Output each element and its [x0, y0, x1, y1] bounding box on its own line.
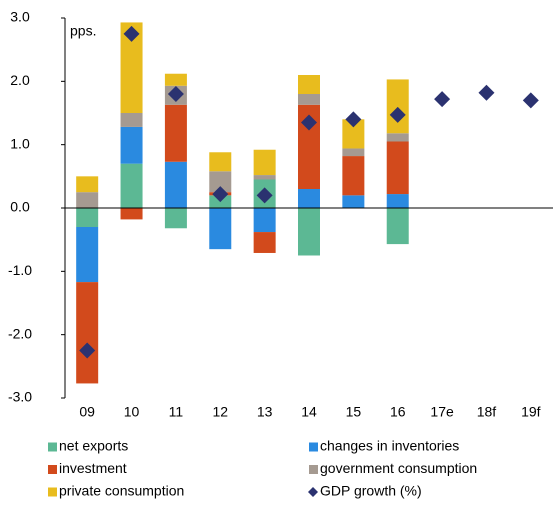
bar-segment	[120, 126, 143, 164]
legend-swatch	[309, 442, 318, 452]
gdp-marker	[389, 106, 406, 123]
legend-label: GDP growth (%)	[320, 483, 422, 499]
bar-segment	[386, 133, 409, 142]
y-tick-label: -3.0	[8, 389, 32, 405]
gdp-marker	[478, 84, 495, 101]
legend-swatch	[48, 442, 57, 452]
bar-segment	[386, 141, 409, 195]
gdp-marker	[167, 86, 184, 102]
bar-segment	[342, 148, 365, 157]
bar-segment	[342, 195, 365, 208]
bar-segment	[209, 152, 232, 172]
x-tick-label: 09	[79, 404, 95, 420]
legend-marker	[308, 487, 318, 497]
x-tick-label: 14	[301, 404, 317, 420]
legend-label: net exports	[59, 438, 128, 454]
y-tick-label: -2.0	[8, 325, 32, 341]
bar-segment	[209, 171, 232, 193]
x-tick-label: 12	[212, 404, 228, 420]
y-tick-label: 1.0	[10, 135, 30, 151]
bar-segment	[298, 104, 320, 189]
bar-segment	[76, 208, 99, 227]
gdp-marker	[434, 91, 451, 108]
bar-segment	[253, 149, 276, 176]
bar-segment	[386, 194, 409, 208]
x-tick-label: 10	[124, 404, 140, 420]
y-tick-label: -1.0	[8, 262, 32, 278]
bar-segment	[76, 282, 99, 384]
bar-segment	[76, 176, 99, 193]
bar-segment	[298, 94, 320, 105]
y-tick-label: 3.0	[10, 9, 30, 25]
bar-segment	[386, 208, 409, 245]
x-tick-label: 13	[257, 404, 273, 420]
x-tick-label: 17e	[430, 404, 454, 420]
x-tick-label: 16	[390, 404, 406, 420]
bar-segment	[298, 208, 320, 256]
y-tick-label: 0.0	[10, 199, 30, 215]
gdp-marker	[301, 114, 317, 131]
gdp-marker	[256, 187, 273, 204]
legend-label: private consumption	[59, 483, 184, 499]
bar-segment	[120, 113, 143, 127]
bar-segment	[164, 161, 187, 208]
gdp-marker	[79, 342, 96, 359]
legend-swatch	[48, 487, 57, 497]
bar-segment	[342, 156, 365, 196]
gdp-marker	[522, 92, 539, 109]
bar-segment	[120, 208, 143, 220]
x-tick-label: 18f	[477, 404, 497, 420]
bar-segment	[253, 175, 276, 180]
bar-segment	[164, 208, 187, 229]
annotation: pps.	[70, 23, 96, 39]
bar-segment	[76, 192, 99, 208]
bar-segment	[164, 104, 187, 162]
bar-segment	[76, 227, 99, 283]
x-tick-label: 11	[169, 404, 184, 420]
bar-segment	[120, 22, 143, 113]
bar-segment	[164, 73, 187, 86]
legend-label: government consumption	[320, 460, 477, 476]
gdp-marker	[212, 186, 229, 203]
bar-segment	[209, 208, 232, 250]
gdp-marker	[345, 111, 362, 128]
legend-label: changes in inventories	[320, 438, 459, 454]
bar-segment	[298, 189, 320, 208]
bar-segment	[386, 79, 409, 134]
bar-segment	[120, 163, 143, 208]
gdp-marker	[123, 25, 140, 42]
legend-label: investment	[59, 460, 127, 476]
y-tick-label: 2.0	[10, 72, 30, 88]
legend-swatch	[309, 465, 318, 474]
bar-segment	[253, 232, 276, 253]
bar-segment	[253, 208, 276, 233]
legend-swatch	[48, 465, 57, 474]
x-tick-label: 19f	[521, 404, 541, 420]
x-tick-label: 15	[346, 404, 362, 420]
bar-segment	[298, 75, 320, 94]
bar-segment	[342, 119, 365, 149]
